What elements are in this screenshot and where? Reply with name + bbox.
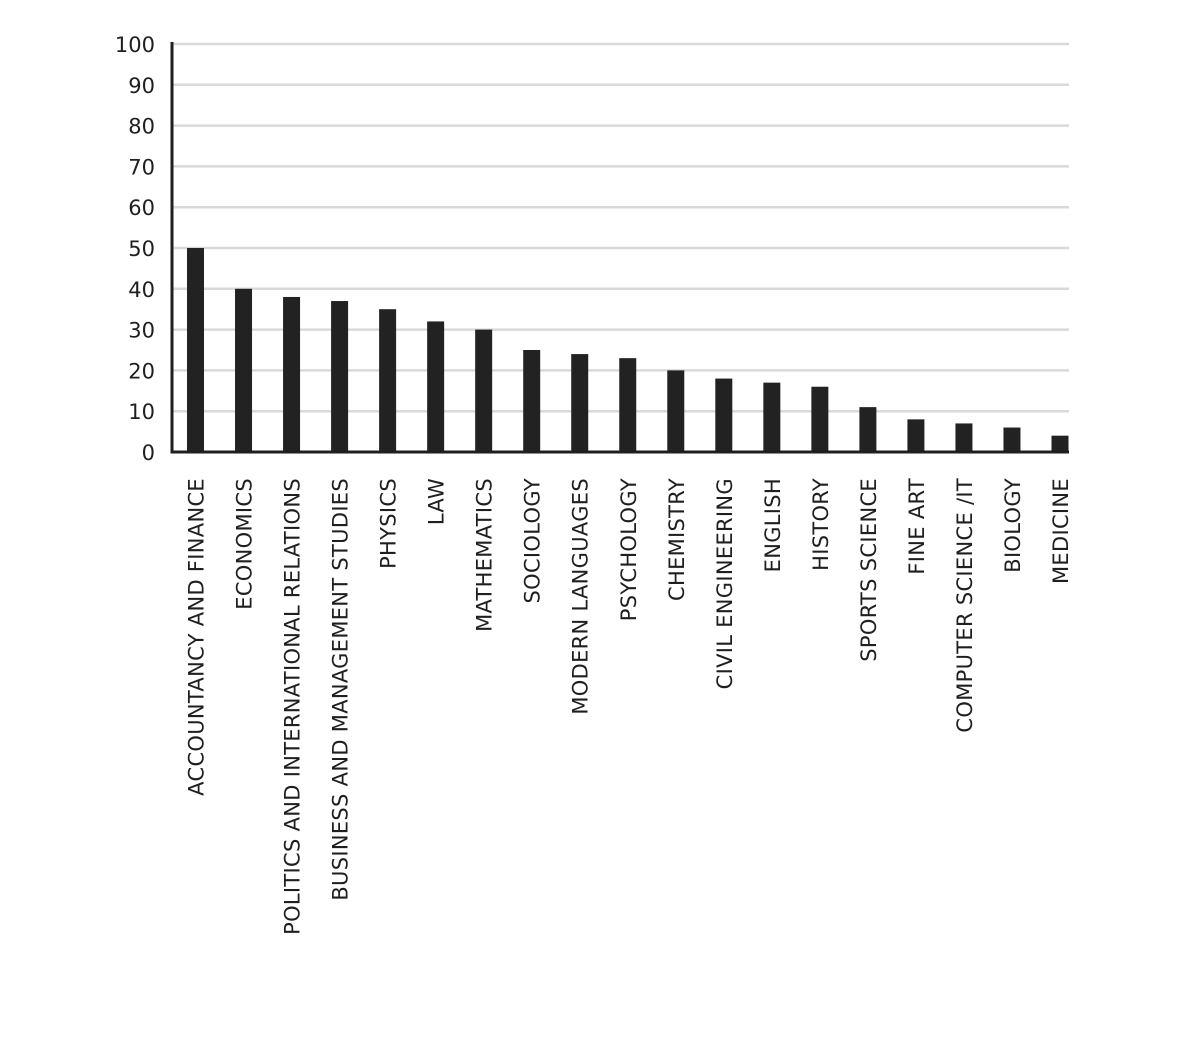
- bar: [955, 423, 973, 452]
- x-tick-label: ENGLISH: [761, 478, 785, 572]
- bar: [571, 354, 589, 452]
- x-tick-label: FINE ART: [905, 478, 929, 575]
- bar: [331, 301, 349, 452]
- x-tick-label: SOCIOLOGY: [521, 478, 545, 603]
- y-tick-label: 20: [128, 359, 155, 383]
- gridlines: [172, 42, 1069, 413]
- x-tick-label: BIOLOGY: [1001, 478, 1025, 573]
- x-tick-label: MODERN LANGUAGES: [569, 478, 593, 715]
- x-tick-label: HISTORY: [809, 478, 833, 571]
- y-tick-label: 90: [128, 74, 155, 98]
- bar: [379, 309, 397, 452]
- y-tick-labels: 0 10 20 30 40 50 60 70 80 90 100: [115, 33, 155, 465]
- x-tick-label: CHEMISTRY: [665, 478, 689, 601]
- bar: [715, 378, 733, 452]
- y-tick-label: 10: [128, 400, 155, 424]
- bar: [811, 386, 829, 452]
- bar: [619, 358, 637, 452]
- x-tick-label: ACCOUNTANCY AND FINANCE: [185, 478, 209, 796]
- y-tick-label: 60: [128, 196, 155, 220]
- x-tick-label: COMPUTER SCIENCE /IT: [953, 478, 977, 733]
- bar: [667, 370, 685, 452]
- x-tick-label: SPORTS SCIENCE: [857, 478, 881, 662]
- bar: [187, 248, 204, 452]
- bar: [475, 329, 493, 452]
- x-tick-label: CIVIL ENGINEERING: [713, 478, 737, 689]
- x-tick-label: MATHEMATICS: [473, 478, 497, 632]
- y-tick-label: 100: [115, 33, 155, 57]
- y-tick-label: 70: [128, 155, 155, 179]
- bar: [859, 407, 877, 452]
- bar: [427, 321, 445, 452]
- bar: [907, 419, 925, 452]
- x-tick-label: ECONOMICS: [233, 478, 257, 610]
- x-tick-label: MEDICINE: [1049, 478, 1073, 584]
- bars: [187, 248, 1069, 452]
- bar: [1051, 435, 1069, 452]
- x-tick-label: PSYCHOLOGY: [617, 478, 641, 621]
- y-tick-label: 50: [128, 237, 155, 261]
- x-tick-labels: ACCOUNTANCY AND FINANCE ECONOMICS POLITICS…: [185, 478, 1074, 935]
- x-tick-label: PHYSICS: [377, 478, 401, 569]
- axes: [170, 42, 1069, 454]
- bar: [235, 288, 253, 452]
- y-tick-label: 30: [128, 319, 155, 343]
- bar: [523, 350, 541, 452]
- bar: [763, 382, 781, 452]
- y-tick-label: 0: [142, 441, 155, 465]
- bar: [1003, 427, 1021, 452]
- y-tick-label: 40: [128, 278, 155, 302]
- x-tick-label: POLITICS AND INTERNATIONAL RELATIONS: [281, 478, 305, 935]
- x-tick-label: BUSINESS AND MANAGEMENT STUDIES: [329, 478, 353, 901]
- bar: [283, 296, 301, 452]
- x-tick-label: LAW: [425, 478, 449, 525]
- y-tick-label: 80: [128, 115, 155, 139]
